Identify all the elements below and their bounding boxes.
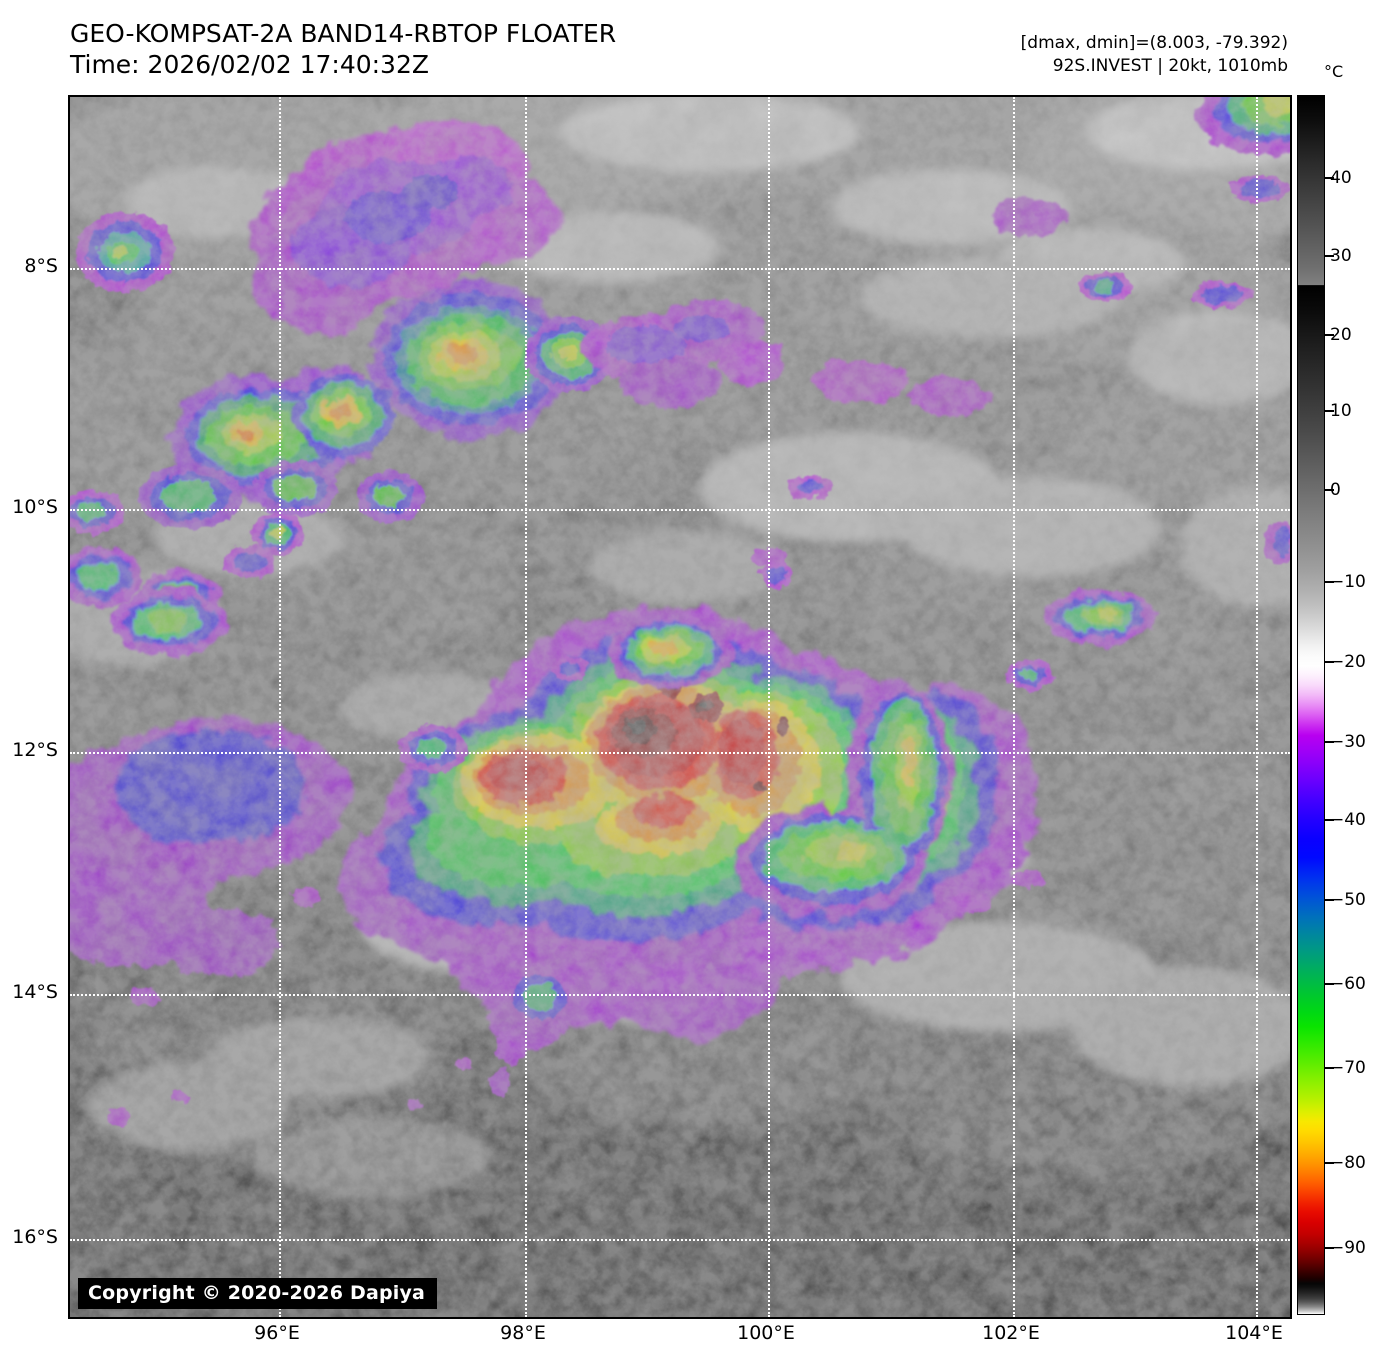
colorbar-tickmark-neg30	[1325, 741, 1334, 743]
colorbar-tickmark-30	[1325, 255, 1334, 257]
colorbar-tick-40: 40	[1330, 168, 1352, 188]
header-title-block: GEO-KOMPSAT-2A BAND14-RBTOP FLOATER Time…	[70, 18, 616, 80]
colorbar-tick-neg20: −20	[1330, 652, 1366, 672]
y-axis-tick-8s: 8°S	[24, 255, 58, 277]
colorbar-tickmark-0	[1325, 489, 1334, 491]
x-axis-tick-100e: 100°E	[737, 1322, 795, 1344]
colorbar-tickmark-neg40	[1325, 819, 1334, 821]
colorbar-tickmark-neg10	[1325, 581, 1334, 583]
header-metadata-block: [dmax, dmin]=(8.003, -79.392) 92S.INVEST…	[1021, 32, 1288, 78]
colorbar-tick-neg10: −10	[1330, 572, 1366, 592]
colorbar-tickmark-neg50	[1325, 899, 1334, 901]
x-axis-tick-98e: 98°E	[500, 1322, 546, 1344]
colorbar-tick-0: 0	[1330, 480, 1341, 500]
ir-brightness-temperature-raster	[70, 97, 1290, 1317]
colorbar-gradient	[1298, 96, 1324, 1314]
y-axis-tick-14s: 14°S	[12, 981, 58, 1003]
colorbar-tick-neg40: −40	[1330, 810, 1366, 830]
colorbar-tick-neg80: −80	[1330, 1153, 1366, 1173]
colorbar-tickmark-10	[1325, 410, 1334, 412]
colorbar-tickmark-neg80	[1325, 1162, 1334, 1164]
colorbar-tickmark-neg60	[1325, 983, 1334, 985]
colorbar-tickmark-40	[1325, 177, 1334, 179]
colorbar-tick-10: 10	[1330, 401, 1352, 421]
x-axis-tick-102e: 102°E	[982, 1322, 1040, 1344]
colorbar-tick-neg30: −30	[1330, 732, 1366, 752]
copyright-notice: Copyright © 2020-2026 Dapiya	[78, 1278, 438, 1309]
y-axis-tick-10s: 10°S	[12, 496, 58, 518]
dminmax-label: [dmax, dmin]=(8.003, -79.392)	[1020, 33, 1288, 53]
colorbar-tick-neg50: −50	[1330, 890, 1366, 910]
colorbar-unit-label: °C	[1324, 62, 1344, 81]
colorbar-tick-neg90: −90	[1330, 1238, 1366, 1258]
x-axis-tick-104e: 104°E	[1225, 1322, 1283, 1344]
colorbar-tickmark-neg70	[1325, 1067, 1334, 1069]
colorbar-tick-20: 20	[1330, 325, 1352, 345]
colorbar-tickmark-neg20	[1325, 661, 1334, 663]
x-axis-tick-96e: 96°E	[254, 1322, 300, 1344]
temperature-colorbar[interactable]	[1297, 95, 1325, 1315]
colorbar-tick-neg60: −60	[1330, 974, 1366, 994]
satellite-image-canvas[interactable]: Copyright © 2020-2026 Dapiya	[68, 95, 1292, 1319]
storm-info-label: 92S.INVEST | 20kt, 1010mb	[1052, 56, 1288, 76]
colorbar-tick-30: 30	[1330, 246, 1352, 266]
colorbar-tick-neg70: −70	[1330, 1058, 1366, 1078]
colorbar-tickmark-neg90	[1325, 1247, 1334, 1249]
y-axis-tick-12s: 12°S	[12, 739, 58, 761]
y-axis-tick-16s: 16°S	[12, 1226, 58, 1248]
page-title: GEO-KOMPSAT-2A BAND14-RBTOP FLOATER	[70, 19, 617, 48]
colorbar-tickmark-20	[1325, 334, 1334, 336]
timestamp-label: Time: 2026/02/02 17:40:32Z	[70, 50, 429, 79]
